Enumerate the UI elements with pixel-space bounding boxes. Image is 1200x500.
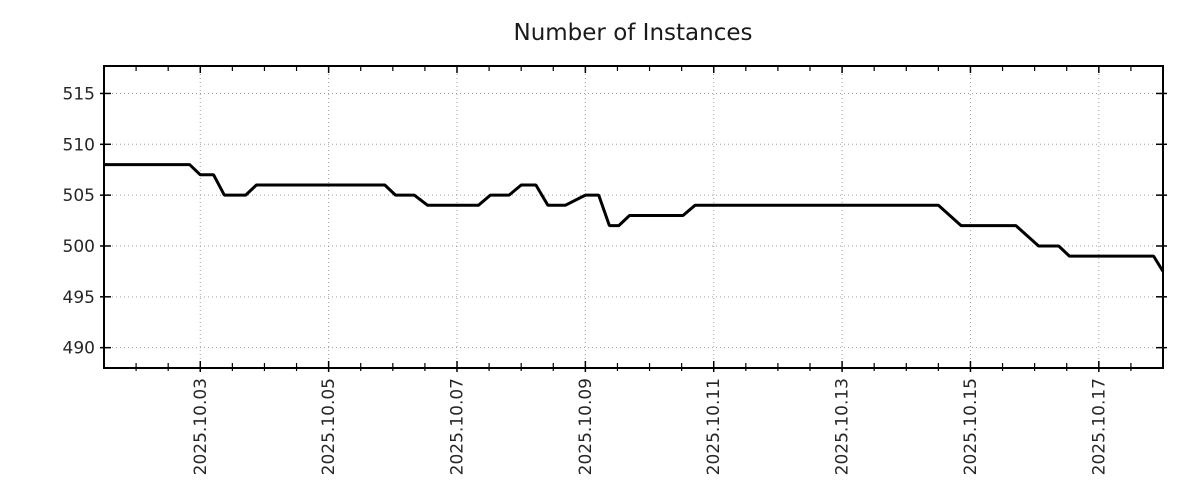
x-tick-label: 2025.10.11 <box>704 378 724 475</box>
tick-layer <box>100 66 1167 372</box>
y-tick-label: 510 <box>63 135 95 155</box>
plot-border <box>103 65 1164 369</box>
x-tick-label: 2025.10.05 <box>319 378 339 475</box>
y-tick-label: 490 <box>63 339 95 359</box>
x-tick-label: 2025.10.07 <box>448 378 468 475</box>
instances-line-series <box>104 163 1165 273</box>
series-layer <box>104 163 1165 273</box>
x-tick-label: 2025.10.09 <box>576 378 596 475</box>
chart-title: Number of Instances <box>514 20 753 46</box>
grid-layer <box>104 66 1163 368</box>
y-tick-label: 515 <box>63 84 95 104</box>
x-tick-label: 2025.10.03 <box>191 378 211 475</box>
y-tick-label: 495 <box>63 288 95 308</box>
x-tick-label: 2025.10.15 <box>961 378 981 475</box>
label-layer: 490 495 500 505 510 515 2025.10.03 2025.10.05 20… <box>63 84 1110 475</box>
x-tick-label: 2025.10.17 <box>1089 378 1109 475</box>
y-tick-label: 500 <box>63 237 95 257</box>
x-tick-label: 2025.10.13 <box>833 378 853 475</box>
y-tick-label: 505 <box>63 186 95 206</box>
